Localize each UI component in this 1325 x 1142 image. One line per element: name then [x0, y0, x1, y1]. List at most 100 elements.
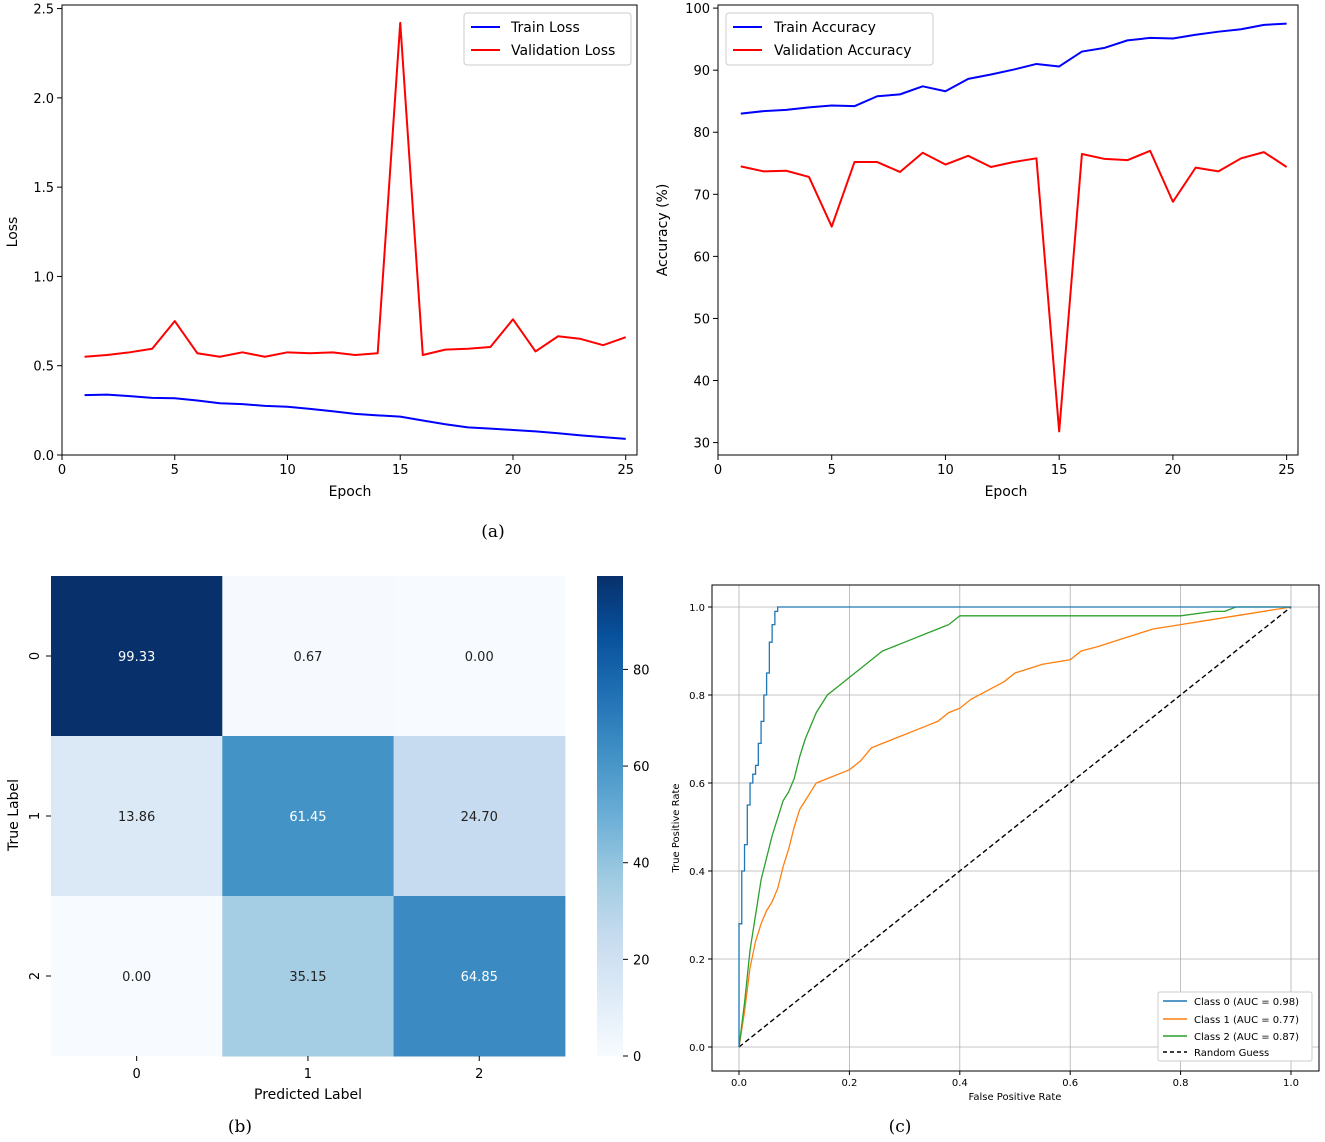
roc-x-tick-label: 1.0 [1283, 1078, 1299, 1089]
accuracy-y-ticks: 30 40 50 60 70 80 90 100 [685, 2, 718, 452]
confusion-cell [393, 576, 566, 737]
loss-y-tick-label: 2.0 [33, 92, 54, 107]
confusion-cell [393, 896, 566, 1057]
confusion-cell [222, 896, 395, 1057]
confusion-x-label: Predicted Label [254, 1087, 362, 1103]
roc-legend-class0-label: Class 0 (AUC = 0.98) [1194, 997, 1299, 1008]
accuracy-x-tick-label: 0 [714, 463, 722, 478]
loss-legend: Train Loss Validation Loss [463, 12, 632, 66]
confusion-cell-value: 61.45 [289, 810, 326, 825]
colorbar-ticks: 0 20 40 60 80 [623, 663, 650, 1065]
confusion-cell-value: 99.33 [118, 650, 155, 665]
roc-y-tick-label: 1.0 [689, 603, 705, 614]
confusion-cell-value: 24.70 [461, 810, 498, 825]
confusion-cell-value: 64.85 [461, 970, 498, 985]
confusion-cell [222, 736, 395, 897]
accuracy-series-1-line [740, 149, 1288, 433]
accuracy-y-tick-label: 80 [693, 126, 710, 141]
roc-legend-box [1157, 991, 1313, 1062]
confusion-cell [393, 736, 566, 897]
roc-legend-random-label: Random Guess [1194, 1048, 1269, 1059]
roc-legend-class1-label: Class 1 (AUC = 0.77) [1194, 1015, 1299, 1026]
accuracy-x-tick-label: 25 [1278, 463, 1295, 478]
roc-y-tick-label: 0.2 [689, 955, 705, 966]
roc-series-0-line [738, 606, 1291, 1047]
accuracy-series-group [740, 22, 1288, 433]
accuracy-y-tick-label: 60 [693, 250, 710, 265]
loss-series-1-line [84, 21, 627, 358]
roc-x-label: False Positive Rate [969, 1092, 1062, 1103]
roc-x-tick-label: 0.6 [1062, 1078, 1078, 1089]
roc-y-ticks: 0.0 0.2 0.4 0.6 0.8 1.0 [689, 603, 712, 1054]
accuracy-y-tick-label: 90 [693, 64, 710, 79]
accuracy-x-tick-label: 5 [828, 463, 836, 478]
accuracy-y-tick-label: 30 [693, 437, 710, 452]
accuracy-legend-validation-label: Validation Accuracy [774, 43, 912, 59]
confusion-y-label: True Label [6, 779, 22, 852]
confusion-x-tick-label: 1 [304, 1067, 312, 1082]
accuracy-y-label: Accuracy (%) [655, 184, 671, 277]
loss-x-tick-label: 5 [171, 463, 179, 478]
loss-x-tick-label: 10 [279, 463, 296, 478]
loss-legend-box [463, 12, 632, 66]
roc-series-3-line [738, 606, 1292, 1048]
roc-y-tick-label: 0.6 [689, 779, 705, 790]
confusion-cell-value: 0.00 [122, 970, 151, 985]
confusion-y-tick-label: 0 [28, 652, 43, 660]
loss-x-tick-label: 0 [58, 463, 66, 478]
confusion-y-tick-label: 2 [28, 972, 43, 980]
confusion-x-tick-label: 2 [475, 1067, 483, 1082]
colorbar-tick-label: 0 [633, 1050, 641, 1065]
confusion-cell-value: 0.67 [293, 650, 322, 665]
confusion-colorbar [597, 576, 623, 1056]
accuracy-x-tick-label: 20 [1165, 463, 1182, 478]
roc-legend: Class 0 (AUC = 0.98) Class 1 (AUC = 0.77… [1157, 991, 1313, 1062]
confusion-cell [51, 736, 223, 897]
confusion-cell [51, 896, 223, 1057]
accuracy-y-tick-label: 100 [685, 2, 710, 17]
loss-series-group [84, 21, 627, 440]
roc-x-ticks: 0.0 0.2 0.4 0.6 0.8 1.0 [731, 1071, 1299, 1089]
confusion-cell-value: 35.15 [289, 970, 326, 985]
confusion-cell-value: 0.00 [465, 650, 494, 665]
roc-x-tick-label: 0.2 [841, 1078, 857, 1089]
accuracy-series-0-line [740, 22, 1287, 115]
roc-plot-frame [711, 584, 1320, 1072]
accuracy-y-tick-label: 70 [693, 188, 710, 203]
accuracy-y-tick-label: 50 [693, 312, 710, 327]
loss-x-ticks: 0 5 10 15 20 25 [58, 455, 634, 478]
caption-b: (b) [228, 1117, 252, 1137]
loss-chart: 0 5 10 15 20 25 0.0 0.5 1.0 1.5 2.0 2.5 Epoch Loss… [5, 3, 638, 500]
roc-x-tick-label: 0.4 [952, 1078, 968, 1089]
confusion-ticks: 0 1 2 0 1 2 [28, 652, 483, 1082]
confusion-cell [51, 576, 223, 737]
loss-plot-frame [61, 4, 638, 456]
loss-legend-validation-label: Validation Loss [511, 43, 615, 59]
caption-a: (a) [481, 522, 504, 542]
accuracy-y-tick-label: 40 [693, 375, 710, 390]
loss-y-tick-label: 1.0 [33, 270, 54, 285]
loss-x-label: Epoch [329, 484, 372, 500]
roc-series-2-line [738, 606, 1291, 1048]
loss-y-label: Loss [5, 217, 21, 248]
loss-x-tick-label: 15 [392, 463, 409, 478]
confusion-cell-value: 13.86 [118, 810, 155, 825]
colorbar-tick-label: 60 [633, 760, 650, 775]
confusion-matrix: 99.33 0.67 0.00 13.86 61.45 24.70 0.00 35.15 64.… [6, 576, 650, 1103]
roc-series-1-line [738, 606, 1292, 1048]
roc-y-tick-label: 0.4 [689, 867, 705, 878]
accuracy-x-ticks: 0 5 10 15 20 25 [714, 455, 1295, 478]
accuracy-chart: 0 5 10 15 20 25 30 40 50 60 70 80 90 100 Epoch Accur… [655, 2, 1299, 500]
accuracy-plot-frame [717, 4, 1299, 456]
accuracy-x-tick-label: 10 [937, 463, 954, 478]
accuracy-legend-box [725, 12, 934, 66]
roc-x-tick-label: 0.0 [731, 1078, 747, 1089]
accuracy-x-tick-label: 15 [1051, 463, 1068, 478]
loss-x-tick-label: 20 [505, 463, 522, 478]
roc-x-tick-label: 0.8 [1173, 1078, 1189, 1089]
accuracy-legend: Train Accuracy Validation Accuracy [725, 12, 934, 66]
loss-series-0-line [84, 393, 626, 440]
roc-y-tick-label: 0.8 [689, 691, 705, 702]
loss-x-tick-label: 25 [617, 463, 634, 478]
